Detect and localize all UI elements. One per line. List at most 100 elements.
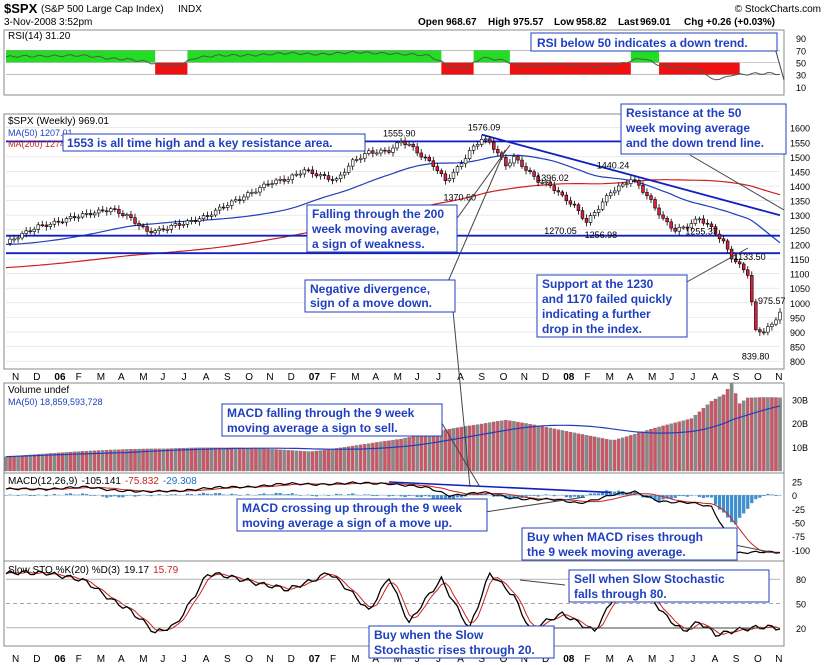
volume-bar — [709, 401, 714, 472]
candle-body — [419, 152, 423, 158]
candle-body — [185, 220, 190, 225]
ma50-legend: MA(50) 1207.01 — [8, 128, 73, 138]
macd-value-2: -75.832 — [125, 476, 159, 487]
candle-body — [12, 238, 16, 241]
macd-histogram-bar — [564, 495, 568, 498]
volume-bar — [415, 435, 419, 472]
macd-histogram-bar — [72, 494, 77, 496]
sto-x-label: M — [606, 654, 614, 665]
volume-bar — [467, 425, 472, 472]
volume-bar — [580, 434, 585, 472]
volume-bar — [427, 432, 432, 472]
sto-x-label: A — [627, 654, 634, 665]
volume-bar — [435, 431, 440, 472]
macd-line — [5, 481, 781, 555]
macd-histogram-bar — [576, 495, 581, 498]
candle-body — [689, 223, 694, 229]
price-tick-label: 1300 — [790, 211, 810, 221]
volume-bar — [665, 424, 669, 472]
candle-body — [298, 173, 302, 176]
volume-bar — [149, 448, 153, 472]
price-level-label: 1440.24 — [597, 160, 630, 170]
candle-body — [608, 192, 613, 196]
price-tick-label: 1350 — [790, 197, 810, 207]
price-x-label: A — [712, 372, 719, 383]
candle-body — [463, 158, 468, 164]
volume-bar — [572, 432, 577, 472]
sto-x-label: F — [330, 654, 336, 665]
volume-bar — [197, 447, 202, 472]
macd-histogram-bar — [334, 493, 339, 496]
candle-body — [105, 210, 109, 213]
macd-histogram-bar — [601, 491, 605, 496]
volume-bar — [314, 450, 319, 472]
macd-histogram-bar — [185, 493, 190, 496]
candle-body — [371, 150, 375, 154]
last-label: Last — [618, 17, 639, 28]
annotations: RSI below 50 indicates a down trend. 155… — [62, 32, 787, 659]
callout-line-sto-sell — [519, 579, 566, 586]
candle-body — [439, 170, 444, 175]
volume-bar — [528, 423, 532, 472]
macd-histogram-bar — [431, 495, 435, 499]
candle-body — [701, 218, 706, 224]
candle-body — [213, 209, 218, 216]
volume-bar — [379, 441, 383, 472]
macd-histogram-bar — [262, 493, 266, 496]
volume-bar — [346, 446, 351, 472]
macd-histogram-bar — [701, 495, 706, 498]
candle-body — [52, 220, 57, 225]
macd-histogram-bar — [568, 495, 572, 498]
volume-bar — [758, 397, 762, 472]
candle-body — [76, 216, 81, 219]
candle-body — [653, 199, 657, 209]
candle-body — [560, 191, 565, 196]
candle-body — [762, 331, 766, 334]
price-x-label: J — [182, 372, 187, 383]
price-x-label: A — [118, 372, 125, 383]
volume-bar — [504, 419, 508, 472]
volume-bar — [766, 397, 770, 472]
rsi-regime-band — [630, 50, 660, 63]
macd-histogram-bar — [290, 493, 294, 496]
volume-bar — [229, 447, 234, 472]
volume-bar — [137, 448, 141, 472]
price-tick-label: 900 — [790, 328, 805, 338]
price-level-label: 1256.98 — [585, 230, 618, 240]
rsi-title: RSI(14) 31.20 — [8, 31, 71, 42]
macd-histogram-bar — [528, 495, 532, 496]
macd-title-main: MACD(12,26,9) — [8, 476, 77, 487]
candle-body — [40, 224, 44, 227]
macd-histogram-bar — [310, 495, 314, 497]
macd-tick-label: 0 — [792, 491, 797, 501]
macd-histogram-bar — [439, 495, 443, 499]
candle-body — [596, 208, 601, 213]
macd-histogram-bar — [8, 494, 12, 496]
price-x-label: N — [775, 372, 782, 383]
candle-body — [145, 226, 149, 232]
volume-bar — [608, 439, 613, 472]
price-tick-label: 1550 — [790, 138, 810, 148]
macd-histogram-bar — [730, 495, 734, 523]
volume-bar — [471, 424, 476, 472]
candle-body — [613, 190, 617, 194]
macd-histogram-bar — [725, 495, 730, 518]
volume-bar — [294, 450, 299, 472]
volume-bar — [375, 442, 379, 472]
candle-body — [209, 214, 214, 217]
volume-bar — [189, 447, 194, 472]
callout-line-200wk — [449, 144, 511, 229]
callout-line-divergence — [439, 149, 506, 301]
volume-bar — [500, 420, 504, 472]
candle-body — [84, 213, 89, 215]
candle-body — [657, 207, 661, 216]
macd-histogram-bar — [24, 494, 28, 496]
candle-body — [592, 212, 597, 216]
volume-bar — [205, 447, 210, 472]
volume-bar — [24, 455, 28, 472]
price-x-label: N — [12, 372, 19, 383]
volume-bar — [600, 438, 605, 472]
macd-buy-annotation: Buy when MACD rises through the 9 week mo… — [527, 530, 703, 559]
price-x-label: D — [288, 372, 295, 383]
candle-body — [459, 163, 464, 167]
